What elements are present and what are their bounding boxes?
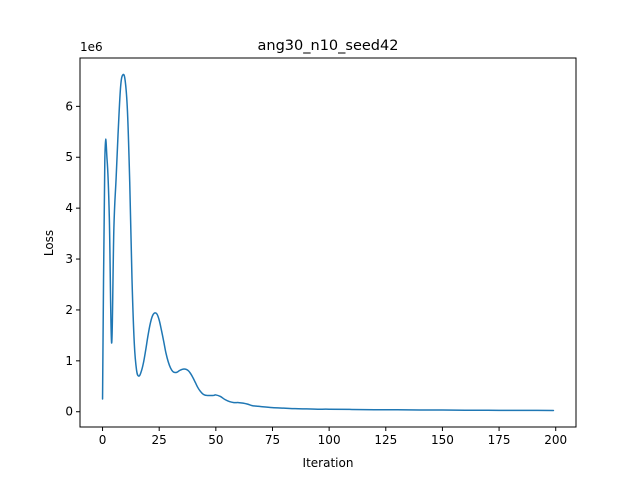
x-tick-label: 175 [488,433,511,447]
y-tick-label: 1 [65,354,73,368]
x-tick-label: 0 [99,433,107,447]
x-tick-label: 75 [265,433,280,447]
loss-series-line [101,73,555,412]
x-axis-label: Iteration [303,456,354,470]
x-axis-ticks: 0 25 50 75 100 125 150 175 200 [99,427,567,447]
y-tick-label: 5 [65,150,73,164]
y-tick-label: 4 [65,201,73,215]
y-axis-label: Loss [42,230,56,256]
x-tick-label: 150 [431,433,454,447]
plot-area-frame [79,57,577,428]
y-tick-label: 6 [65,99,73,113]
x-tick-label: 100 [318,433,341,447]
x-tick-label: 50 [208,433,223,447]
y-offset-label: 1e6 [80,40,103,54]
y-tick-label: 2 [65,303,73,317]
chart-title: ang30_n10_seed42 [258,38,399,54]
x-tick-label: 25 [152,433,167,447]
y-axis-ticks: 0 1 2 3 4 5 6 [65,99,80,419]
y-tick-label: 3 [65,252,73,266]
x-tick-label: 200 [544,433,567,447]
y-tick-label: 0 [65,405,73,419]
x-tick-label: 125 [374,433,397,447]
